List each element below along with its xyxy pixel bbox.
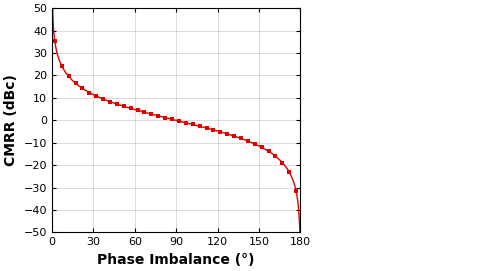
X-axis label: Phase Imbalance (°): Phase Imbalance (°) [98, 253, 255, 267]
Y-axis label: CMRR (dBc): CMRR (dBc) [4, 74, 18, 166]
